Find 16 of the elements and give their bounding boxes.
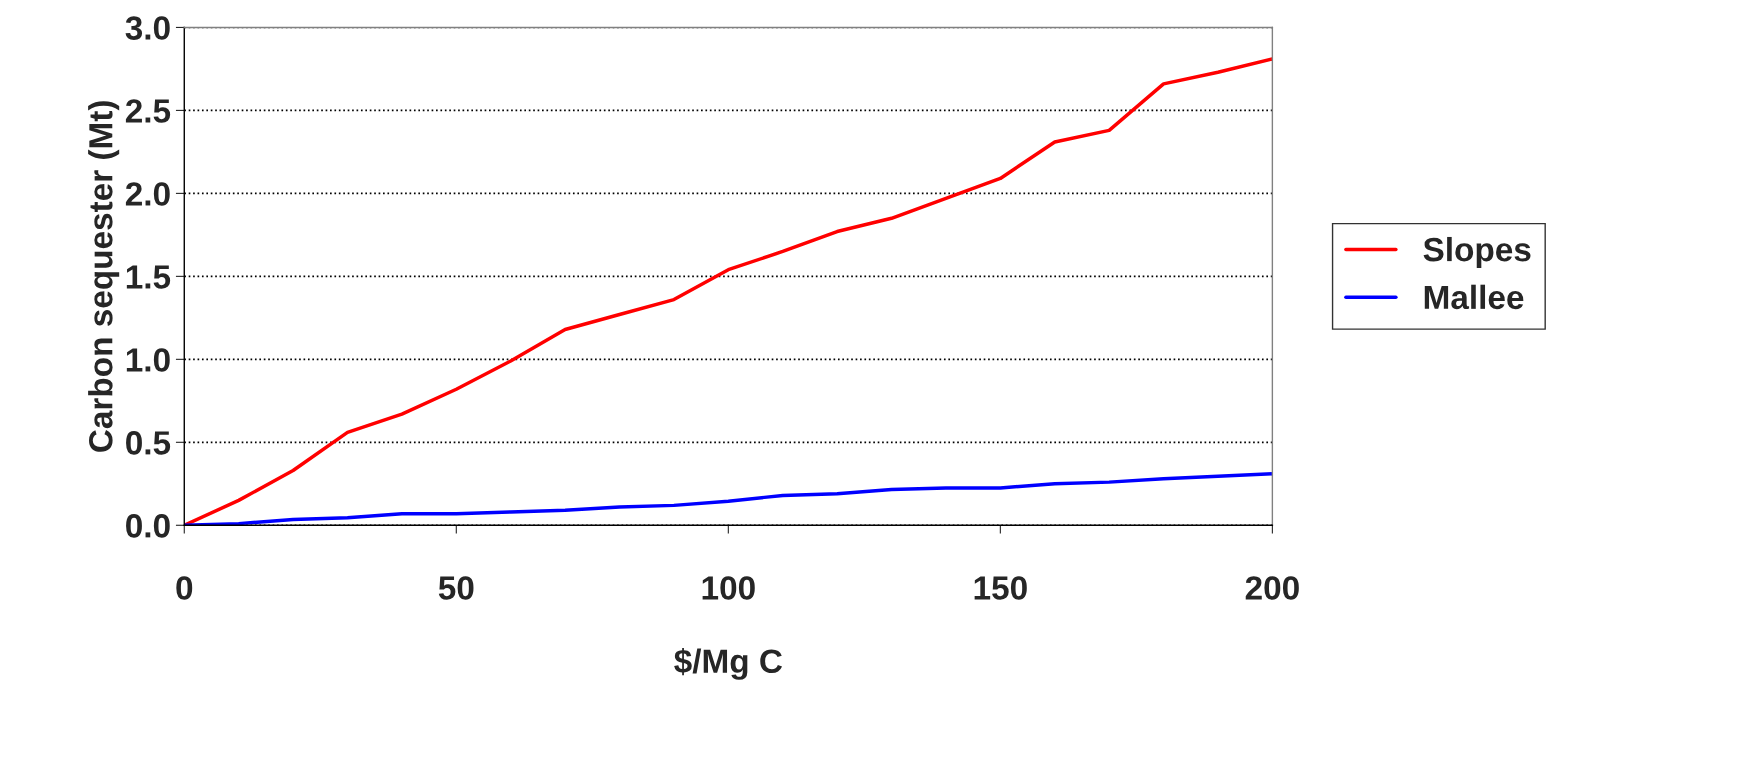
x-tick-label: 0 <box>176 576 193 600</box>
y-tick-label: 3.0 <box>125 16 170 40</box>
x-tick-label: 200 <box>1245 576 1299 600</box>
x-tick-label: 50 <box>438 576 474 600</box>
y-tick-label: 2.5 <box>125 99 171 123</box>
x-tick-label: 150 <box>974 576 1027 600</box>
y-tick-label: 1.0 <box>126 348 170 372</box>
y-tick-label: 0.5 <box>126 431 171 455</box>
x-tick-label: 100 <box>702 576 755 600</box>
legend-label: Slopes <box>1423 236 1531 269</box>
x-axis-title: $/Mg C <box>674 648 783 680</box>
y-tick-label: 1.5 <box>126 265 171 289</box>
legend-label: Mallee <box>1424 284 1524 310</box>
y-tick-label: 2.0 <box>125 182 170 206</box>
y-axis-title: Carbon sequester (Mt) <box>88 101 120 452</box>
y-tick-label: 0.0 <box>126 514 170 538</box>
